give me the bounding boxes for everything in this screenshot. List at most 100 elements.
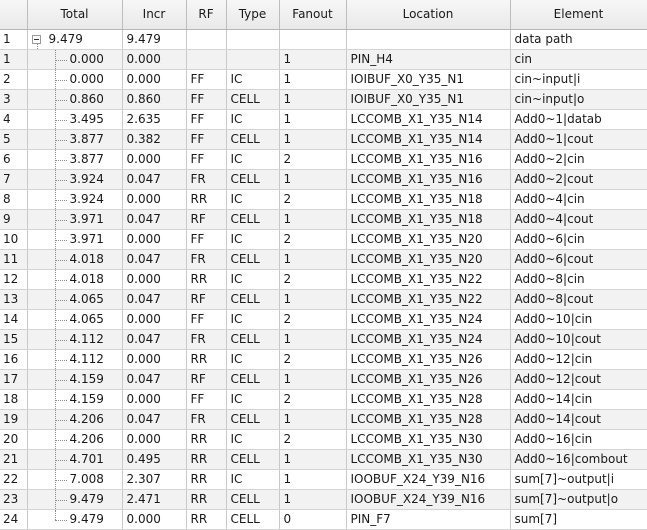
- table-row[interactable]: 10 3.971 0.000 FF IC 2 LCCOMB_X1_Y35_N20 Add0~6…: [0, 229, 647, 250]
- table-row[interactable]: 4 3.495 2.635 FF IC 1 LCCOMB_X1_Y35_N14 Add0~1|…: [0, 109, 647, 130]
- row-index: 10: [0, 229, 28, 250]
- tree-connector: [54, 80, 67, 81]
- table-row[interactable]: 1 0.000 0.000 1 PIN_H4 cin: [0, 49, 647, 70]
- table-row[interactable]: 23 9.479 2.471 RR CELL 1 IOOBUF_X24_Y39_N16 sum…: [0, 489, 647, 510]
- type-value: [226, 49, 280, 70]
- table-header: Total Incr RF Type Fanout Location Eleme…: [0, 0, 647, 30]
- table-row[interactable]: 24 9.479 0.000 RR CELL 0 PIN_F7 sum[7]: [0, 509, 647, 530]
- fanout-value: 2: [279, 429, 347, 450]
- table-row[interactable]: 5 3.877 0.382 FF CELL 1 LCCOMB_X1_Y35_N14 Add0~…: [0, 129, 647, 150]
- total-value: 3.971: [69, 212, 104, 226]
- table-row-root[interactable]: 1 9.479 9.479 data path: [0, 29, 647, 50]
- table-row[interactable]: 19 4.206 0.047 FR CELL 1 LCCOMB_X1_Y35_N28 Add0…: [0, 409, 647, 430]
- location-value: LCCOMB_X1_Y35_N28: [346, 409, 511, 430]
- element-value: Add0~6|cout: [510, 249, 647, 270]
- location-value: IOOBUF_X24_Y39_N16: [346, 489, 511, 510]
- row-index: 1: [0, 49, 28, 70]
- incr-value: 2.471: [122, 489, 187, 510]
- total-value: 4.065: [69, 312, 104, 326]
- tree-connector: [54, 60, 67, 61]
- table-row[interactable]: 13 4.065 0.047 RF CELL 1 LCCOMB_X1_Y35_N22 Add0…: [0, 289, 647, 310]
- fanout-value: 2: [279, 389, 347, 410]
- table-row[interactable]: 15 4.112 0.047 FR CELL 1 LCCOMB_X1_Y35_N24 Add0…: [0, 329, 647, 350]
- table-row[interactable]: 18 4.159 0.000 FF IC 2 LCCOMB_X1_Y35_N28 Add0~1…: [0, 389, 647, 410]
- type-value: IC: [226, 349, 280, 370]
- rf-value: FR: [186, 169, 227, 190]
- fanout-value: 1: [279, 209, 347, 230]
- incr-value: 0.047: [122, 409, 187, 430]
- row-index: 21: [0, 449, 28, 470]
- table-row[interactable]: 6 3.877 0.000 FF IC 2 LCCOMB_X1_Y35_N16 Add0~2|…: [0, 149, 647, 170]
- table-row[interactable]: 12 4.018 0.000 RR IC 2 LCCOMB_X1_Y35_N22 Add0~8…: [0, 269, 647, 290]
- column-header-incr[interactable]: Incr: [122, 0, 187, 30]
- type-value: CELL: [226, 249, 280, 270]
- element-value: Add0~2|cout: [510, 169, 647, 190]
- tree-cell: 3.924: [27, 189, 123, 210]
- tree-connector: [54, 460, 67, 461]
- column-header-type[interactable]: Type: [226, 0, 280, 30]
- table-row[interactable]: 11 4.018 0.047 FR CELL 1 LCCOMB_X1_Y35_N20 Add0…: [0, 249, 647, 270]
- table-row[interactable]: 21 4.701 0.495 RR CELL 1 LCCOMB_X1_Y35_N30 Add0…: [0, 449, 647, 470]
- location-value: LCCOMB_X1_Y35_N20: [346, 229, 511, 250]
- table-row[interactable]: 14 4.065 0.000 FF IC 2 LCCOMB_X1_Y35_N24 Add0~1…: [0, 309, 647, 330]
- tree-cell: 3.971: [27, 209, 123, 230]
- location-value: LCCOMB_X1_Y35_N16: [346, 149, 511, 170]
- incr-value: 0.000: [122, 389, 187, 410]
- row-index: 12: [0, 269, 28, 290]
- column-header-row-index[interactable]: [0, 0, 28, 30]
- type-value: IC: [226, 389, 280, 410]
- total-value: 3.924: [69, 192, 104, 206]
- table-row[interactable]: 17 4.159 0.047 RF CELL 1 LCCOMB_X1_Y35_N26 Add0…: [0, 369, 647, 390]
- location-value: LCCOMB_X1_Y35_N24: [346, 329, 511, 350]
- location-value: LCCOMB_X1_Y35_N20: [346, 249, 511, 270]
- table-row[interactable]: 8 3.924 0.000 RR IC 2 LCCOMB_X1_Y35_N18 Add0~4|…: [0, 189, 647, 210]
- table-row[interactable]: 20 4.206 0.000 RR IC 2 LCCOMB_X1_Y35_N30 Add0~1…: [0, 429, 647, 450]
- tree-connector: [54, 380, 67, 381]
- tree-cell: 4.701: [27, 449, 123, 470]
- tree-connector: [54, 240, 67, 241]
- collapse-icon[interactable]: [31, 35, 41, 44]
- element-value: Add0~8|cout: [510, 289, 647, 310]
- incr-value: 0.047: [122, 249, 187, 270]
- tree-connector: [54, 130, 56, 149]
- incr-value: 2.307: [122, 469, 187, 490]
- tree-cell: 4.159: [27, 369, 123, 390]
- column-header-fanout[interactable]: Fanout: [279, 0, 347, 30]
- column-header-total[interactable]: Total: [27, 0, 123, 30]
- element-value: Add0~4|cin: [510, 189, 647, 210]
- table-row[interactable]: 22 7.008 2.307 RR IC 1 IOOBUF_X24_Y39_N16 sum[7…: [0, 469, 647, 490]
- incr-value: 2.635: [122, 109, 187, 130]
- rf-value: RR: [186, 489, 227, 510]
- row-index: 11: [0, 249, 28, 270]
- tree-connector: [54, 120, 67, 121]
- table-row[interactable]: 2 0.000 0.000 FF IC 1 IOIBUF_X0_Y35_N1 cin~inpu…: [0, 69, 647, 90]
- table-row[interactable]: 7 3.924 0.047 FR CELL 1 LCCOMB_X1_Y35_N16 Add0~…: [0, 169, 647, 190]
- tree-connector: [54, 490, 56, 509]
- rf-value: FF: [186, 89, 227, 110]
- fanout-value: 1: [279, 129, 347, 150]
- element-value: cin~input|i: [510, 69, 647, 90]
- rf-value: RR: [186, 269, 227, 290]
- column-header-location[interactable]: Location: [346, 0, 511, 30]
- incr-value: 0.000: [122, 69, 187, 90]
- column-header-element[interactable]: Element: [510, 0, 647, 30]
- rf-value: RR: [186, 189, 227, 210]
- type-value: [226, 29, 280, 50]
- tree-cell: 4.018: [27, 249, 123, 270]
- tree-connector: [54, 70, 56, 89]
- tree-cell: 4.206: [27, 429, 123, 450]
- column-header-rf[interactable]: RF: [186, 0, 227, 30]
- total-value: 4.159: [69, 372, 104, 386]
- table-row[interactable]: 16 4.112 0.000 RR IC 2 LCCOMB_X1_Y35_N26 Add0~1…: [0, 349, 647, 370]
- row-index: 24: [0, 509, 28, 530]
- fanout-value: 1: [279, 249, 347, 270]
- table-row[interactable]: 9 3.971 0.047 RF CELL 1 LCCOMB_X1_Y35_N18 Add0~…: [0, 209, 647, 230]
- incr-value: 0.000: [122, 509, 187, 530]
- type-value: IC: [226, 149, 280, 170]
- type-value: IC: [226, 269, 280, 290]
- table-row[interactable]: 3 0.860 0.860 FF CELL 1 IOIBUF_X0_Y35_N1 cin~in…: [0, 89, 647, 110]
- tree-connector: [54, 360, 67, 361]
- element-value: Add0~4|cout: [510, 209, 647, 230]
- row-index: 4: [0, 109, 28, 130]
- rf-value: RF: [186, 209, 227, 230]
